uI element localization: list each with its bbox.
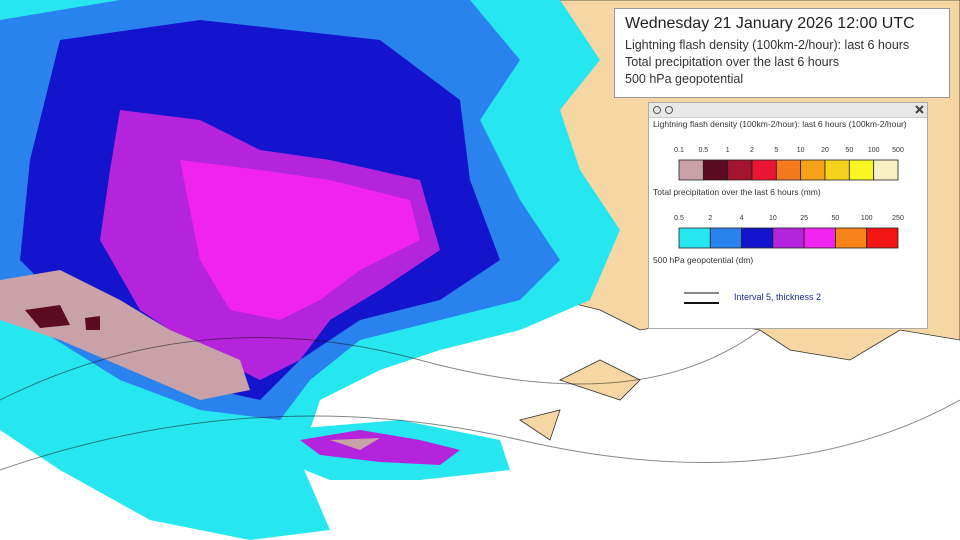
lightning-core: [25, 305, 100, 330]
section-title: Total precipitation over the last 6 hour…: [653, 187, 821, 197]
color-swatch: [772, 227, 805, 249]
legend-panel: Lightning flash density (100km-2/hour): …: [648, 102, 928, 329]
zoom-out[interactable]: [665, 106, 673, 114]
color-swatch: [803, 227, 836, 249]
color-swatch: [824, 159, 850, 181]
line-note: Interval 5, thickness 2: [734, 292, 821, 302]
geopotential-line: [0, 329, 761, 401]
layer-line: Lightning flash density (100km-2/hour): …: [625, 38, 910, 52]
color-swatch: [709, 227, 742, 249]
color-swatch: [702, 159, 729, 181]
precip-extreme: [180, 160, 420, 320]
layer-line: Total precipitation over the last 6 hour…: [625, 55, 840, 69]
precip-band: [300, 430, 460, 465]
tick-label: 100: [861, 215, 873, 222]
tick-label: 500: [892, 147, 904, 154]
color-swatch: [800, 159, 826, 181]
tick-label: 2: [750, 147, 754, 154]
tick-label: 10: [797, 147, 805, 154]
section-title: 500 hPa geopotential (dm): [653, 255, 753, 265]
tick-label: 1: [726, 147, 730, 154]
color-swatch: [741, 227, 774, 249]
geopotential-line: [0, 399, 960, 471]
color-swatch: [835, 227, 868, 249]
close[interactable]: [915, 105, 924, 114]
map-title: Wednesday 21 January 2026 12:00 UTC: [625, 15, 915, 32]
tick-label: 100: [868, 147, 880, 154]
lightning-area: [0, 270, 250, 400]
zoom-in[interactable]: [653, 106, 661, 114]
tick-label: 4: [740, 215, 744, 222]
tick-label: 25: [800, 215, 808, 222]
color-swatch: [848, 159, 875, 181]
title-box: Wednesday 21 January 2026 12:00 UTC Ligh…: [614, 8, 950, 98]
color-swatch: [873, 159, 899, 181]
color-swatch: [678, 159, 704, 181]
panel-bar: [649, 103, 927, 118]
tick-label: 2: [708, 215, 712, 222]
tick-label: 0.5: [698, 147, 708, 154]
color-swatch: [751, 159, 777, 181]
tick-label: 20: [821, 147, 829, 154]
tick-label: 5: [774, 147, 778, 154]
color-swatch: [727, 159, 753, 181]
tick-label: 0.1: [674, 147, 684, 154]
lightning-area: [330, 438, 380, 450]
section-title: Lightning flash density (100km-2/hour): …: [653, 119, 907, 129]
color-swatch: [866, 227, 899, 249]
tick-label: 50: [845, 147, 853, 154]
island: [519, 359, 641, 441]
tick-label: 10: [769, 215, 777, 222]
tick-label: 0.5: [674, 215, 684, 222]
panel-controls: [653, 105, 924, 114]
tick-label: 250: [892, 215, 904, 222]
color-swatch: [678, 227, 711, 249]
layer-line: 500 hPa geopotential: [625, 72, 744, 86]
legend: Lightning flash density (100km-2/hour): …: [653, 119, 907, 304]
tick-label: 50: [832, 215, 840, 222]
color-swatch: [775, 159, 802, 181]
